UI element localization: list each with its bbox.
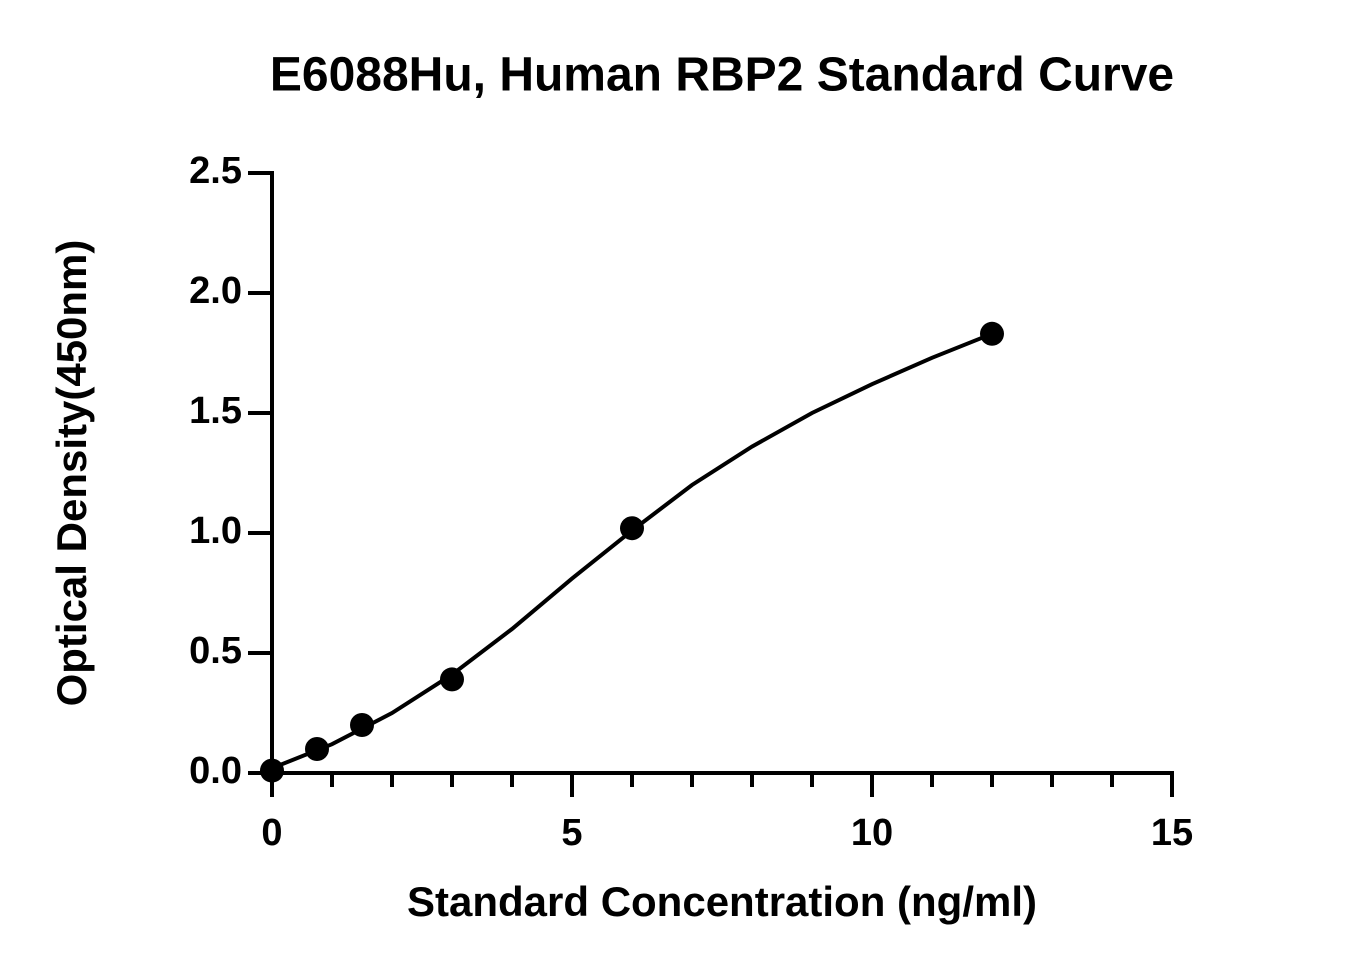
fit-curve	[271, 331, 993, 771]
y-tick-label: 1.0	[189, 510, 242, 552]
x-tick-label: 5	[561, 812, 582, 854]
y-tick-label: 2.5	[189, 150, 242, 192]
y-tick-label: 2.0	[189, 270, 242, 312]
y-tick-label: 0.5	[189, 630, 242, 672]
y-tick-label: 0.0	[189, 750, 242, 792]
x-tick-label: 15	[1151, 812, 1193, 854]
y-tick-label: 1.5	[189, 390, 242, 432]
data-point	[440, 667, 464, 692]
data-point	[305, 737, 329, 761]
y-axis-label: Optical Density(450nm)	[48, 240, 95, 707]
data-point	[260, 758, 284, 783]
x-tick-label: 0	[261, 812, 282, 854]
x-tick-label: 10	[851, 812, 893, 854]
chart-title: E6088Hu, Human RBP2 Standard Curve	[270, 49, 1174, 102]
data-point	[980, 321, 1004, 346]
x-axis-label: Standard Concentration (ng/ml)	[407, 878, 1037, 925]
data-point	[350, 713, 374, 737]
data-point	[620, 516, 644, 541]
